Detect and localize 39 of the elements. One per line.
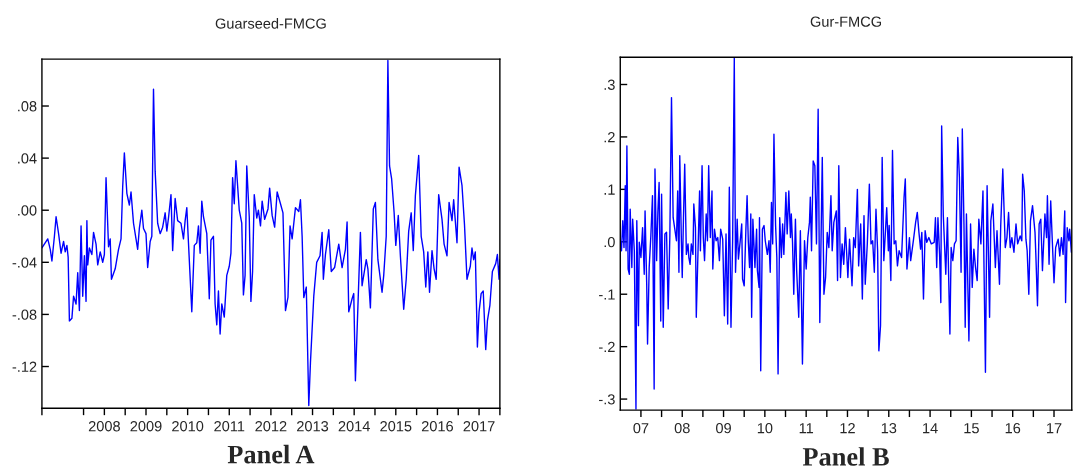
chart-title: Guarseed-FMCG xyxy=(215,18,326,29)
x-tick-label: 15 xyxy=(964,423,979,434)
y-tick-label: -.08 xyxy=(12,309,37,320)
y-tick-label: -.04 xyxy=(12,257,37,268)
y-tick-label: .1 xyxy=(604,184,615,195)
x-tick-label: 13 xyxy=(881,422,897,434)
x-tick-label: 07 xyxy=(633,422,649,434)
chart-title: Gur-FMCG xyxy=(810,16,881,27)
y-tick-label: .0 xyxy=(604,236,615,248)
y-tick-label: -.2 xyxy=(599,341,615,352)
x-tick-label: 2013 xyxy=(297,421,329,432)
x-tick-label: 09 xyxy=(716,422,731,434)
y-tick-label: .08 xyxy=(18,101,37,112)
line-series xyxy=(620,57,1072,410)
x-tick-label: 14 xyxy=(923,423,938,434)
x-tick-label: 2012 xyxy=(255,421,287,432)
y-tick-label: .3 xyxy=(604,79,615,90)
x-tick-label: 2009 xyxy=(130,421,162,432)
y-tick-label: .2 xyxy=(604,132,615,143)
text: Panel B xyxy=(802,447,889,466)
x-tick-label: 2011 xyxy=(214,421,245,432)
x-tick-label: 2016 xyxy=(421,421,454,432)
text: Panel A xyxy=(227,444,315,464)
x-tick-label: 11 xyxy=(799,423,814,434)
x-tick-label: 2008 xyxy=(88,421,120,432)
x-tick-label: 2015 xyxy=(380,421,412,432)
x-tick-label: 08 xyxy=(674,422,690,434)
x-tick-label: 12 xyxy=(840,422,855,434)
x-tick-label: 16 xyxy=(1005,422,1021,434)
y-tick-label: -.1 xyxy=(599,289,615,300)
y-tick-label: -.12 xyxy=(12,361,37,372)
x-tick-label: 2017 xyxy=(463,421,495,432)
x-tick-label: 10 xyxy=(757,422,773,434)
x-tick-label: 2010 xyxy=(172,421,204,432)
y-tick-label: -.3 xyxy=(599,394,615,405)
y-tick-label: .04 xyxy=(18,153,37,164)
x-tick-label: 17 xyxy=(1047,423,1062,434)
x-tick-label: 2014 xyxy=(338,421,370,432)
y-tick-label: .00 xyxy=(18,205,37,216)
